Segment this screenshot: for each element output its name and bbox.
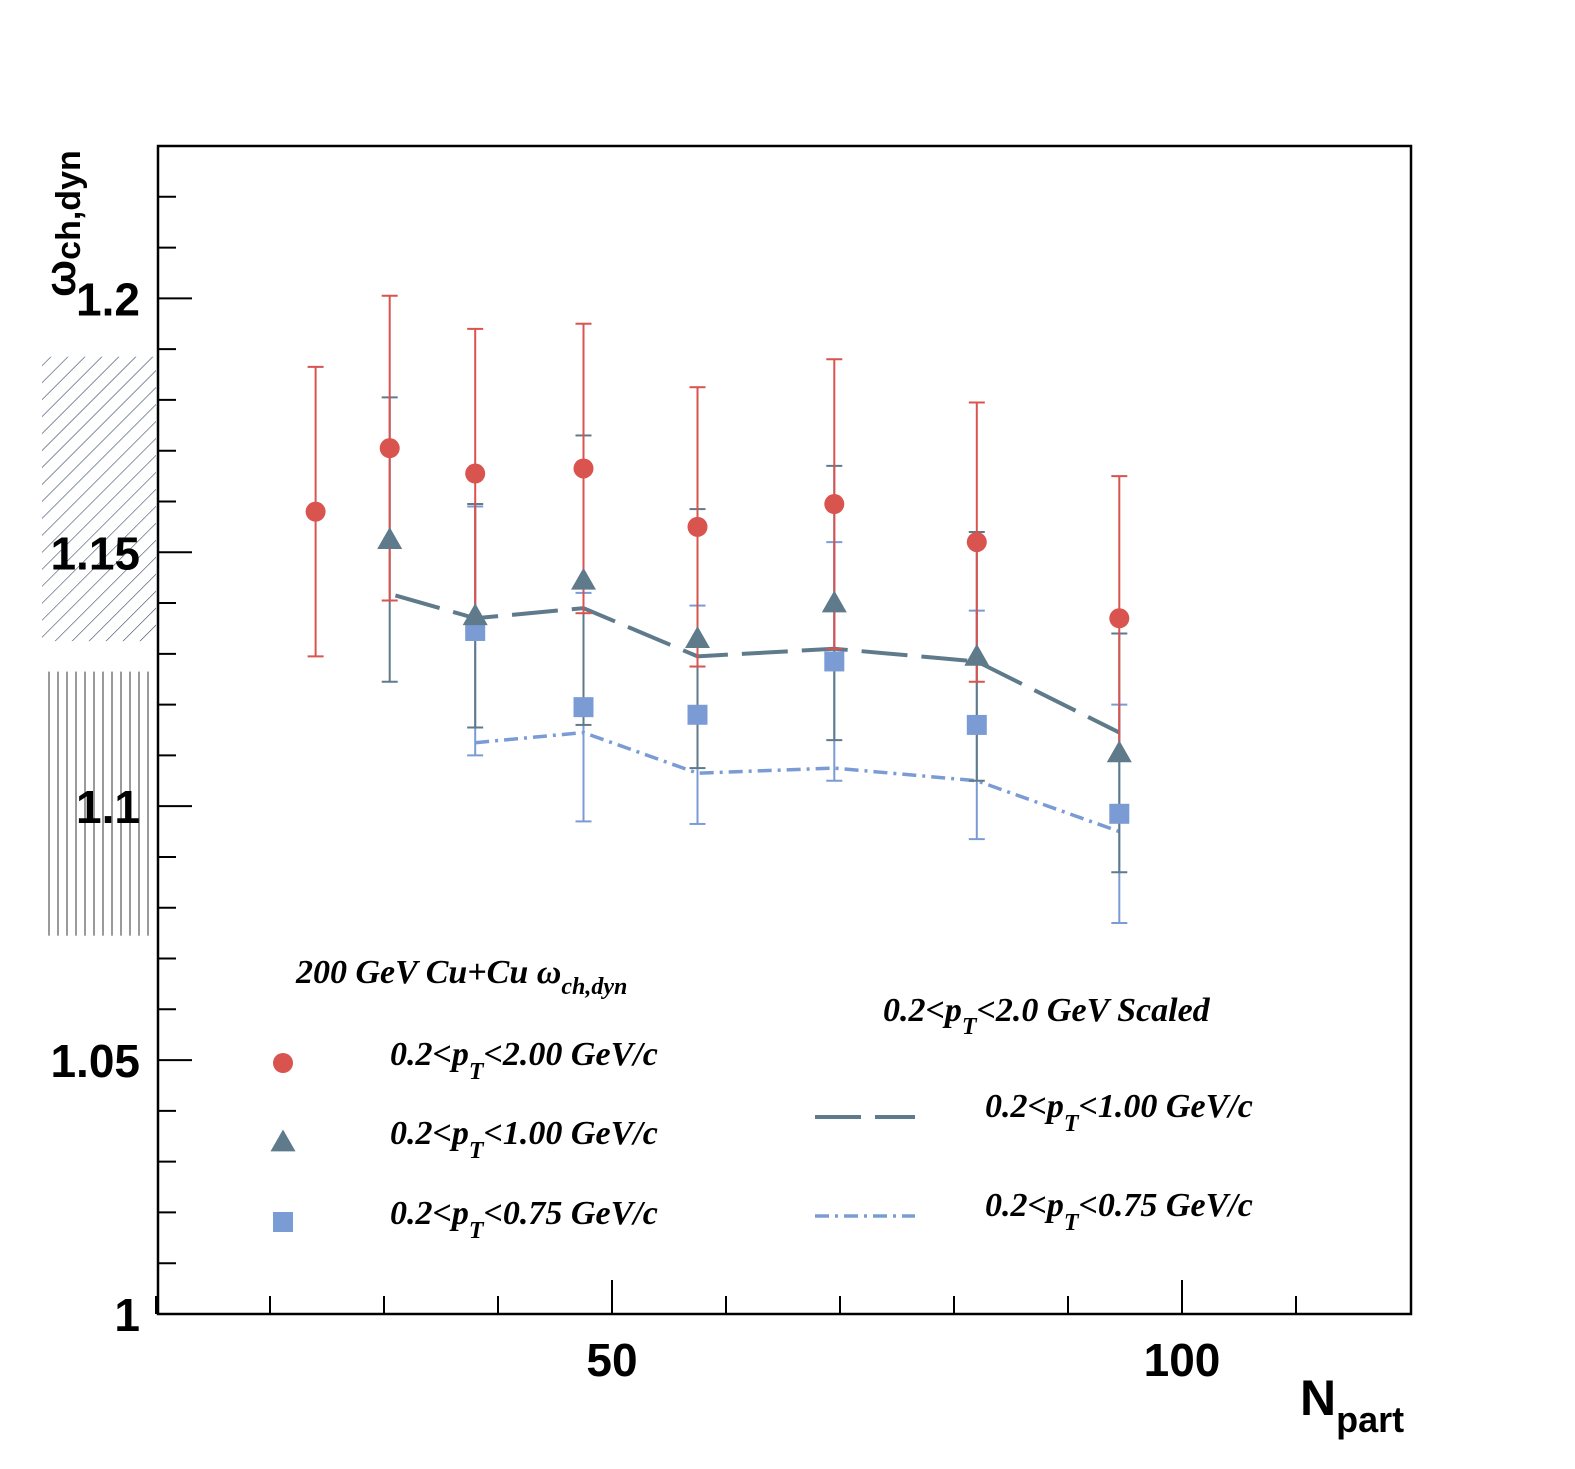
legend-label-pre: 0.2<p xyxy=(985,1187,1064,1224)
data-point-triangle xyxy=(377,527,403,549)
data-point-square xyxy=(573,697,594,718)
data-point-square xyxy=(966,714,987,735)
error-bars xyxy=(307,294,1128,924)
legend-label-post: <2.00 GeV/c xyxy=(484,1036,658,1073)
legend-title-main: 200 GeV Cu+Cu ω xyxy=(295,954,561,991)
x-tick-label: 100 xyxy=(1144,1334,1221,1386)
svg-text:ωch,dyn: ωch,dyn xyxy=(36,150,88,297)
data-point-circle xyxy=(687,516,708,537)
data-point-circle xyxy=(966,532,987,553)
legend-right-title-post: <2.0 GeV Scaled xyxy=(977,992,1211,1029)
legend-entries: 0.2<pT<2.00 GeV/c0.2<pT<1.00 GeV/c0.2<pT… xyxy=(270,1036,1253,1244)
ticks xyxy=(155,145,1297,1315)
data-point-triangle xyxy=(821,590,847,613)
x-tick-label: 50 xyxy=(586,1334,637,1386)
plot-frame xyxy=(156,144,1413,1316)
legend-title-sub: ch,dyn xyxy=(561,974,627,1000)
legend-label-sub: T xyxy=(469,1138,485,1164)
y-tick-label: 1 xyxy=(114,1289,140,1341)
data-point-triangle xyxy=(462,603,488,626)
data-point-triangle xyxy=(685,626,710,648)
legend-label-pre: 0.2<p xyxy=(390,1195,469,1232)
legend: 200 GeV Cu+Cu ωch,dyn 0.2<pT<2.0 GeV Sca… xyxy=(270,954,1253,1244)
data-point-circle xyxy=(1109,608,1130,629)
data-point-square xyxy=(465,620,486,641)
legend-label-post: <1.00 GeV/c xyxy=(1079,1088,1253,1125)
y-tick-label: 1.2 xyxy=(76,273,140,325)
legend-title: 200 GeV Cu+Cu ωch,dyn xyxy=(295,954,627,1000)
legend-marker-triangle xyxy=(270,1129,296,1152)
y-axis-title-sub: ch,dyn xyxy=(50,150,88,260)
legend-marker-square xyxy=(273,1212,293,1232)
legend-right-title: 0.2<pT<2.0 GeV Scaled xyxy=(883,992,1211,1040)
systematic-bands xyxy=(42,356,156,936)
systematic-band-diagonal xyxy=(42,356,156,642)
x-axis-title-sub: part xyxy=(1336,1399,1404,1440)
y-axis-title-main: ω xyxy=(36,260,85,297)
legend-label: 0.2<pT<2.00 GeV/c xyxy=(390,1036,658,1085)
legend-label: 0.2<pT<0.75 GeV/c xyxy=(390,1195,658,1244)
data-point-circle xyxy=(305,501,326,522)
x-axis-title-main: N xyxy=(1300,1370,1336,1426)
legend-label-sub: T xyxy=(469,1059,485,1085)
data-point-circle xyxy=(824,494,845,515)
data-point-triangle xyxy=(1106,740,1132,763)
scaled-line-dashed xyxy=(394,593,1121,735)
data-point-circle xyxy=(465,463,486,484)
legend-right-title-pre: 0.2<p xyxy=(883,992,962,1029)
y-axis-title: ωch,dyn xyxy=(36,150,88,297)
legend-label-post: <1.00 GeV/c xyxy=(484,1115,658,1152)
legend-marker-circle xyxy=(273,1053,293,1073)
legend-label: 0.2<pT<1.00 GeV/c xyxy=(390,1115,658,1164)
y-tick-label: 1.05 xyxy=(50,1035,140,1087)
legend-label-post: <0.75 GeV/c xyxy=(1079,1187,1253,1224)
data-point-square xyxy=(687,704,708,725)
x-axis-title: Npart xyxy=(1300,1370,1404,1440)
legend-label-sub: T xyxy=(469,1218,485,1244)
legend-label-pre: 0.2<p xyxy=(985,1088,1064,1125)
legend-label-sub: T xyxy=(1064,1111,1080,1137)
systematic-band-vertical xyxy=(42,671,156,936)
legend-label-sub: T xyxy=(1064,1210,1080,1236)
legend-right-title-sub: T xyxy=(962,1014,978,1040)
tick-labels: 1 1.05 1.1 1.15 1.2 50 100 xyxy=(50,273,1220,1386)
axes xyxy=(156,144,1413,1316)
legend-label-post: <0.75 GeV/c xyxy=(484,1195,658,1232)
scaled-lines xyxy=(394,593,1121,834)
data-point-triangle xyxy=(964,643,990,666)
legend-label-pre: 0.2<p xyxy=(390,1115,469,1152)
y-tick-label: 1.1 xyxy=(76,781,140,833)
data-point-circle xyxy=(573,458,594,479)
legend-line-label: 0.2<pT<0.75 GeV/c xyxy=(985,1187,1253,1236)
y-tick-label: 1.15 xyxy=(50,527,140,579)
data-point-triangle xyxy=(571,567,596,590)
legend-label-pre: 0.2<p xyxy=(390,1036,469,1073)
data-point-circle xyxy=(379,438,400,459)
svg-text:Npart: Npart xyxy=(1300,1370,1404,1440)
data-point-square xyxy=(1109,803,1130,824)
data-markers xyxy=(305,438,1132,824)
scaled-line-dashdot xyxy=(475,730,1120,834)
legend-line-label: 0.2<pT<1.00 GeV/c xyxy=(985,1088,1253,1137)
data-point-square xyxy=(824,651,845,672)
